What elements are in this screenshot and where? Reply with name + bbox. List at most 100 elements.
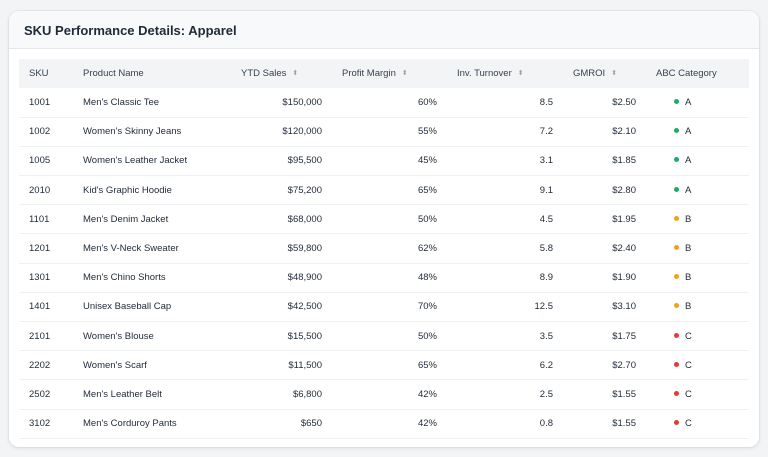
cell-abc-category: C (646, 409, 749, 438)
cell-ytd-sales: $15,500 (287, 330, 322, 342)
cell-product-name: Kid's Graphic Hoodie (83, 184, 172, 196)
category-dot-icon (674, 274, 679, 280)
category-dot-icon (674, 361, 679, 367)
cell-inv-turnover: 4.5 (539, 213, 553, 225)
category-dot-icon (674, 157, 679, 163)
table-row[interactable]: 1101 Men's Denim Jacket $68,000 50% 4.5 $1.95… (19, 205, 749, 234)
cell-sku: 1002 (29, 126, 51, 138)
sort-updown-icon[interactable]: ⬍ (611, 70, 618, 77)
table-row[interactable]: 1001 Men's Classic Tee $150,000 60% 8.5 $2.50… (19, 88, 749, 118)
table-row[interactable]: 1301 Men's Chino Shorts $48,900 48% 8.9 $1.90… (19, 263, 749, 293)
category-dot-icon (674, 390, 679, 396)
cell-ytd-sales: $11,500 (288, 359, 322, 371)
category-dot-icon (674, 215, 679, 221)
cell-ytd-sales: $48,900 (287, 272, 322, 284)
table-row[interactable]: 3102 Men's Corduroy Pants $650 42% 0.8 $1.55 C (19, 409, 749, 439)
table-header-row: SKU Product Name YTD Sales ⬍ Profit Margi… (19, 59, 749, 88)
table-row[interactable]: 1201 Men's V-Neck Sweater $59,800 62% 5.8 $2.… (19, 234, 749, 264)
cell-inv-turnover: 7.2 (539, 126, 553, 138)
cell-inv-turnover: 5.8 (539, 243, 553, 255)
cell-gmroi: $3.10 (612, 301, 636, 313)
table-row[interactable]: 1002 Women's Skinny Jeans $120,000 55% 7.2 $2… (19, 117, 749, 147)
category-dot-icon (674, 420, 679, 426)
cell-product-name: Men's V-Neck Sweater (83, 243, 179, 255)
cell-inv-turnover: 6.2 (539, 359, 553, 371)
cell-gmroi: $2.40 (612, 243, 636, 255)
category-dot-icon (674, 303, 679, 309)
table-row[interactable]: 1401 Unisex Baseball Cap $42,500 70% 12.5 $3.… (19, 292, 749, 322)
cell-abc-category: A (646, 88, 749, 117)
cell-product-name: Men's Denim Jacket (83, 213, 169, 225)
category-label: C (685, 359, 692, 371)
cell-inv-turnover: 3.5 (539, 330, 553, 342)
sort-updown-icon[interactable]: ⬍ (292, 70, 299, 77)
column-header-ytd-sales[interactable]: YTD Sales ⬍ (231, 59, 332, 88)
cell-abc-category: A (646, 117, 749, 146)
cell-profit-margin: 70% (417, 301, 437, 313)
category-label: A (685, 184, 692, 196)
column-header-label: GMROI (573, 68, 606, 79)
cell-product-name: Men's Corduroy Pants (83, 418, 177, 430)
cell-product-name: Men's Classic Tee (83, 96, 160, 108)
sort-updown-icon[interactable]: ⬍ (401, 70, 408, 77)
column-header-abc-category: ABC Category (656, 68, 717, 79)
cell-profit-margin: 48% (417, 272, 437, 284)
table-row[interactable]: 2502 Men's Leather Belt $6,800 42% 2.5 $1.55 C (19, 380, 749, 410)
column-header-inv-turnover[interactable]: Inv. Turnover ⬍ (447, 59, 563, 88)
category-label: C (685, 388, 692, 400)
cell-profit-margin: 50% (417, 213, 437, 225)
cell-product-name: Men's Leather Belt (83, 388, 162, 400)
table-row[interactable]: 2202 Women's Scarf $11,500 65% 6.2 $2.70 C (19, 351, 749, 380)
cell-gmroi: $1.95 (612, 213, 636, 225)
cell-profit-margin: 45% (417, 155, 437, 167)
column-header-sku: SKU (29, 68, 49, 79)
cell-abc-category: A (646, 146, 749, 175)
cell-ytd-sales: $6,800 (292, 388, 322, 400)
cell-profit-margin: 65% (417, 359, 437, 371)
table-row[interactable]: 1005 Women's Leather Jacket $95,500 45% 3.1 $… (19, 146, 749, 176)
category-label: B (685, 301, 692, 313)
cell-inv-turnover: 0.8 (539, 418, 553, 430)
cell-ytd-sales: $68,000 (287, 213, 322, 225)
table-row[interactable]: 2010 Kid's Graphic Hoodie $75,200 65% 9.1 $2.… (19, 176, 749, 205)
category-dot-icon (674, 332, 679, 338)
cell-abc-category: B (646, 234, 749, 263)
cell-gmroi: $1.55 (612, 388, 636, 400)
table-row[interactable]: 2101 Women's Blouse $15,500 50% 3.5 $1.75 C (19, 322, 749, 351)
cell-gmroi: $2.70 (612, 359, 636, 371)
cell-abc-category: B (646, 263, 749, 292)
sku-table: SKU Product Name YTD Sales ⬍ Profit Margi… (19, 59, 749, 439)
category-label: B (685, 272, 692, 284)
cell-sku: 1301 (29, 272, 51, 284)
cell-ytd-sales: $650 (300, 418, 322, 430)
cell-sku: 1201 (29, 243, 51, 255)
cell-ytd-sales: $95,500 (287, 155, 322, 167)
cell-profit-margin: 60% (417, 96, 437, 108)
cell-sku: 1001 (29, 96, 51, 108)
cell-profit-margin: 42% (417, 388, 437, 400)
cell-abc-category: C (646, 322, 749, 351)
cell-ytd-sales: $42,500 (287, 301, 322, 313)
cell-inv-turnover: 8.5 (539, 96, 553, 108)
cell-gmroi: $1.75 (612, 330, 636, 342)
column-header-gmroi[interactable]: GMROI ⬍ (563, 59, 646, 88)
column-header-profit-margin[interactable]: Profit Margin ⬍ (332, 59, 447, 88)
sku-performance-card: SKU Performance Details: Apparel SKU Pro… (9, 11, 759, 447)
category-label: A (685, 155, 692, 167)
cell-inv-turnover: 3.1 (539, 155, 553, 167)
category-label: B (685, 213, 692, 225)
cell-abc-category: B (646, 292, 749, 321)
cell-product-name: Men's Chino Shorts (83, 272, 166, 284)
cell-abc-category: C (646, 380, 749, 409)
cell-gmroi: $1.90 (612, 272, 636, 284)
sort-updown-icon[interactable]: ⬍ (517, 70, 524, 77)
cell-sku: 2010 (29, 184, 51, 196)
cell-sku: 1005 (29, 155, 51, 167)
category-label: A (685, 126, 692, 138)
category-label: B (685, 243, 692, 255)
cell-product-name: Women's Blouse (83, 330, 154, 342)
page-title: SKU Performance Details: Apparel (24, 23, 237, 38)
table-body: 1001 Men's Classic Tee $150,000 60% 8.5 $2.50… (19, 88, 749, 439)
cell-inv-turnover: 9.1 (539, 184, 553, 196)
cell-gmroi: $1.85 (612, 155, 636, 167)
